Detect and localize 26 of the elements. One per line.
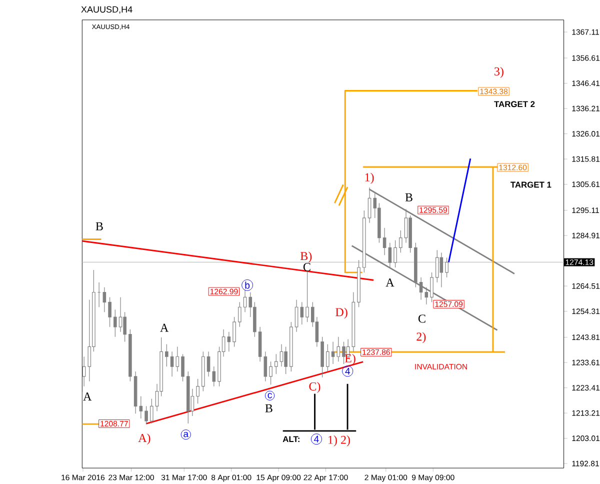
annotation: B) <box>300 251 312 262</box>
annotation: 4 <box>314 436 319 442</box>
annotation: 1) 2) <box>328 435 350 446</box>
annotation: C <box>418 314 426 323</box>
annotation: B <box>405 193 412 202</box>
annotation: D) <box>336 308 348 318</box>
annotation: 4 <box>345 368 350 374</box>
annotation: TARGET 2 <box>494 100 535 107</box>
annotation: A <box>386 278 394 286</box>
annotation: 1) <box>365 172 374 184</box>
annotation: A) <box>138 433 150 444</box>
annotation: A <box>83 392 92 400</box>
chart-title: XAUUSD,H4 <box>81 6 132 14</box>
annotation: E) <box>344 354 356 365</box>
annotation: b <box>245 281 250 289</box>
annotation: 2) <box>416 332 426 343</box>
annotation: C) <box>309 382 320 393</box>
annotation: ALT: <box>282 436 300 442</box>
annotation: 3) <box>494 66 504 78</box>
annotation: C <box>303 262 310 271</box>
annotation: a <box>184 432 189 438</box>
annotation: A <box>160 324 169 332</box>
annotation: c <box>268 392 272 398</box>
annotation: B <box>265 404 272 412</box>
annotation: B <box>96 222 103 230</box>
annotation: TARGET 1 <box>510 182 552 188</box>
